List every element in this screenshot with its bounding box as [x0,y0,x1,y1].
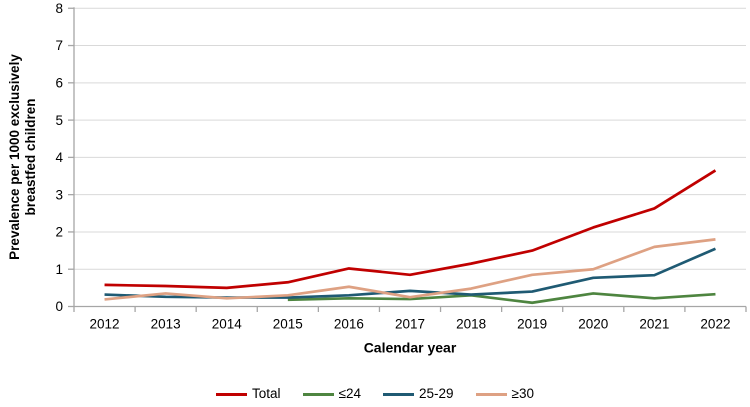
series-line-le24 [287,292,716,305]
y-tick-label: 0 [55,299,63,314]
legend-label-25-29: 25-29 [419,386,454,401]
x-tick-label: 2013 [151,317,181,332]
x-tick-label: 2015 [273,317,303,332]
x-tick-label: 2017 [395,317,425,332]
series-line-ge30 [104,238,716,301]
legend-item-total: Total [216,386,281,402]
x-axis-title: Calendar year [364,340,457,356]
y-tick-label: 8 [55,1,63,16]
legend-item-ge30: ≥30 [475,386,534,402]
x-tick-label: 2020 [578,317,608,332]
legend-item-le24: ≤24 [302,386,361,402]
legend-item-25-29: 25-29 [383,386,454,402]
x-tick-label: 2021 [639,317,669,332]
y-tick-label: 1 [55,262,63,277]
y-tick-label: 5 [55,113,63,128]
chart-legend: Total ≤24 25-29 ≥30 [0,386,750,402]
legend-swatch-le24 [302,392,334,396]
y-tick-label: 2 [55,225,63,240]
legend-label-ge30: ≥30 [511,386,534,401]
y-axis-title-line: breastfed children [23,98,38,215]
x-tick-label: 2022 [700,317,730,332]
x-tick-label: 2012 [90,317,120,332]
x-tick-label: 2016 [334,317,364,332]
legend-label-le24: ≤24 [338,386,361,401]
series-line-25-29 [104,247,716,299]
line-chart: 0 1 2 3 4 5 6 7 8 2012 2013 2014 2015 2016 2017 2018 201… [7,1,747,356]
y-axis-title-line: Prevalence per 1000 exclusively [7,54,22,260]
legend-label-total: Total [252,386,281,401]
y-tick-label: 3 [55,187,63,202]
y-tick-label: 7 [55,38,63,53]
legend-swatch-total [216,392,248,396]
legend-swatch-ge30 [475,392,507,396]
legend-swatch-25-29 [383,392,414,396]
y-tick-label: 6 [55,76,63,91]
y-tick-label: 4 [55,150,63,165]
series-line-total [104,169,717,290]
y-axis-title: Prevalence per 1000 exclusivelybreastfed… [7,54,38,260]
x-tick-label: 2019 [517,317,547,332]
x-tick-label: 2014 [212,317,243,332]
x-tick-label: 2018 [456,317,486,332]
